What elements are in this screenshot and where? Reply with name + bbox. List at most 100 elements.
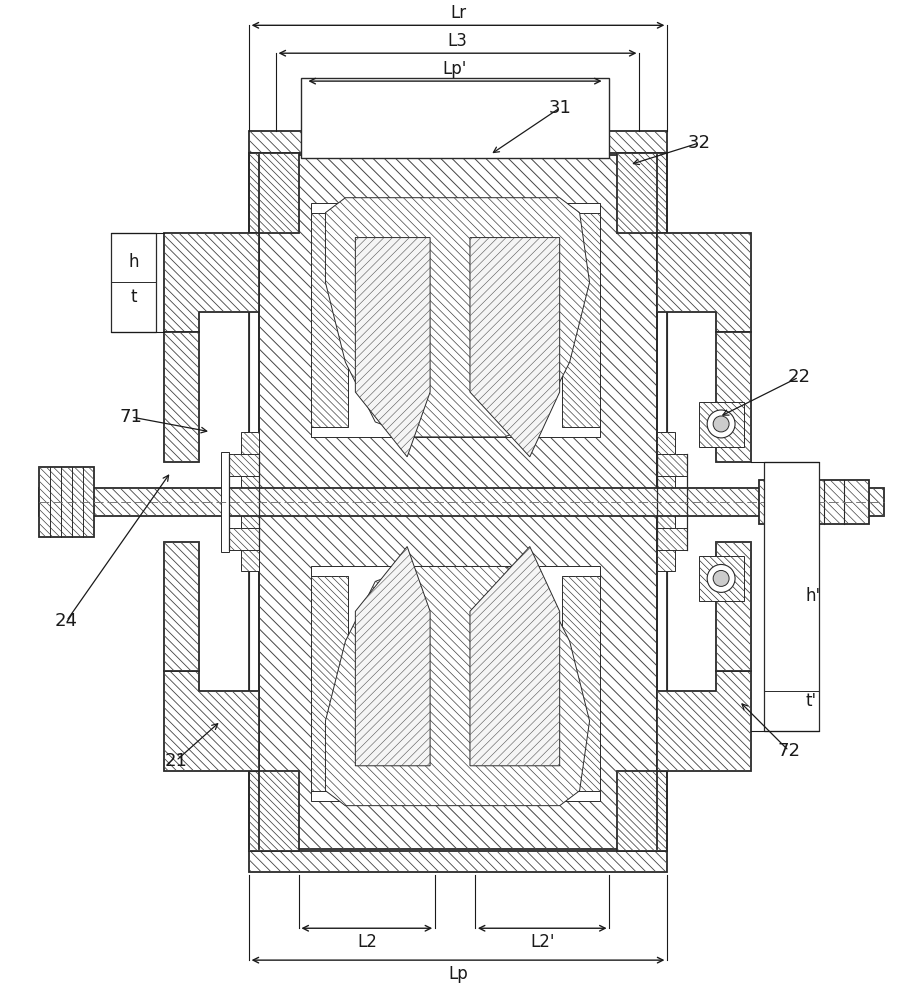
PathPatch shape <box>698 556 743 601</box>
PathPatch shape <box>656 454 686 476</box>
Text: 71: 71 <box>119 408 142 426</box>
Text: t': t' <box>805 692 816 710</box>
PathPatch shape <box>164 233 258 332</box>
PathPatch shape <box>561 213 599 427</box>
PathPatch shape <box>164 671 258 771</box>
PathPatch shape <box>241 432 258 571</box>
Text: 31: 31 <box>548 99 571 117</box>
PathPatch shape <box>248 851 666 872</box>
Polygon shape <box>248 153 299 233</box>
PathPatch shape <box>656 528 686 550</box>
PathPatch shape <box>311 576 348 791</box>
Polygon shape <box>248 771 299 851</box>
Bar <box>763 462 818 731</box>
PathPatch shape <box>248 771 299 851</box>
Text: 22: 22 <box>787 368 810 386</box>
PathPatch shape <box>258 155 656 490</box>
Polygon shape <box>258 514 656 849</box>
Polygon shape <box>561 213 599 427</box>
Polygon shape <box>229 528 258 550</box>
Polygon shape <box>470 238 559 457</box>
Text: L2': L2' <box>529 933 554 951</box>
Polygon shape <box>470 547 559 766</box>
PathPatch shape <box>470 547 559 766</box>
PathPatch shape <box>229 528 258 550</box>
Polygon shape <box>40 467 94 537</box>
PathPatch shape <box>656 233 750 332</box>
PathPatch shape <box>229 454 258 476</box>
Bar <box>111 233 156 332</box>
Polygon shape <box>248 851 666 872</box>
PathPatch shape <box>248 131 666 153</box>
Text: 24: 24 <box>55 612 78 630</box>
Polygon shape <box>617 771 666 851</box>
Text: 32: 32 <box>686 134 709 152</box>
Polygon shape <box>656 233 750 332</box>
PathPatch shape <box>40 467 94 537</box>
Text: Lp': Lp' <box>442 60 467 78</box>
Circle shape <box>712 570 728 586</box>
PathPatch shape <box>248 153 299 233</box>
PathPatch shape <box>715 542 750 671</box>
PathPatch shape <box>355 547 430 766</box>
Circle shape <box>712 416 728 432</box>
Polygon shape <box>758 480 868 524</box>
PathPatch shape <box>715 332 750 462</box>
Polygon shape <box>248 131 666 153</box>
PathPatch shape <box>311 213 348 427</box>
Polygon shape <box>325 198 589 437</box>
Polygon shape <box>258 155 656 490</box>
Text: t: t <box>130 288 137 306</box>
PathPatch shape <box>325 198 589 437</box>
PathPatch shape <box>617 771 666 851</box>
PathPatch shape <box>164 542 199 671</box>
Text: 72: 72 <box>777 742 800 760</box>
Polygon shape <box>617 153 666 233</box>
Polygon shape <box>164 233 258 332</box>
Polygon shape <box>656 671 750 771</box>
PathPatch shape <box>656 671 750 771</box>
Polygon shape <box>40 488 882 516</box>
Text: Lp: Lp <box>448 965 468 983</box>
PathPatch shape <box>40 488 882 516</box>
Text: h': h' <box>805 587 820 605</box>
Polygon shape <box>715 542 750 671</box>
Polygon shape <box>164 671 258 771</box>
Text: L3: L3 <box>447 32 467 50</box>
PathPatch shape <box>258 514 656 849</box>
PathPatch shape <box>698 402 743 447</box>
Text: Lr: Lr <box>449 4 466 22</box>
Polygon shape <box>164 542 199 671</box>
Polygon shape <box>355 547 430 766</box>
Circle shape <box>707 410 734 438</box>
Polygon shape <box>311 213 348 427</box>
PathPatch shape <box>561 576 599 791</box>
Text: 21: 21 <box>165 752 187 770</box>
Polygon shape <box>561 576 599 791</box>
Polygon shape <box>311 203 599 437</box>
Bar <box>221 452 229 552</box>
PathPatch shape <box>758 480 868 524</box>
Polygon shape <box>311 576 348 791</box>
Polygon shape <box>698 556 743 601</box>
Polygon shape <box>698 402 743 447</box>
Polygon shape <box>355 238 430 457</box>
Polygon shape <box>656 432 675 571</box>
PathPatch shape <box>164 332 199 462</box>
Bar <box>301 78 608 158</box>
PathPatch shape <box>656 432 675 571</box>
Polygon shape <box>715 332 750 462</box>
Text: L2: L2 <box>357 933 377 951</box>
Polygon shape <box>241 432 258 571</box>
Polygon shape <box>656 454 686 476</box>
Polygon shape <box>311 566 599 801</box>
Text: h: h <box>129 253 139 271</box>
Polygon shape <box>325 566 589 806</box>
PathPatch shape <box>355 238 430 457</box>
PathPatch shape <box>470 238 559 457</box>
Polygon shape <box>656 528 686 550</box>
PathPatch shape <box>617 153 666 233</box>
Polygon shape <box>229 454 258 476</box>
Polygon shape <box>164 332 199 462</box>
Circle shape <box>707 564 734 592</box>
